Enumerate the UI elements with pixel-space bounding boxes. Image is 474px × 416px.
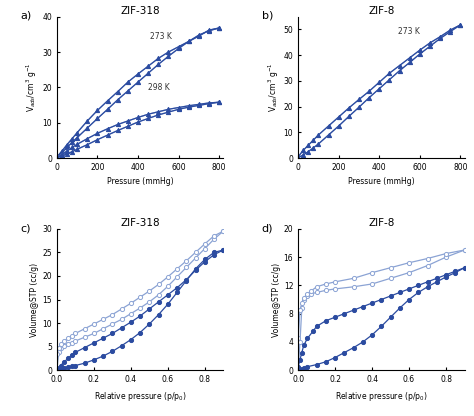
X-axis label: Pressure (mmHg): Pressure (mmHg) — [348, 178, 415, 186]
Text: d): d) — [262, 223, 273, 233]
X-axis label: Relative pressure (p/p$_0$): Relative pressure (p/p$_0$) — [335, 390, 428, 403]
Title: ZIF-318: ZIF-318 — [120, 218, 160, 228]
Title: ZIF-8: ZIF-8 — [368, 6, 394, 16]
Y-axis label: Volume@STP (cc/g): Volume@STP (cc/g) — [30, 262, 39, 337]
Y-axis label: V$_{ads}$/cm$^3$ g$^{-1}$: V$_{ads}$/cm$^3$ g$^{-1}$ — [266, 62, 281, 112]
Y-axis label: V$_{ads}$/cm$^3$ g$^{-1}$: V$_{ads}$/cm$^3$ g$^{-1}$ — [25, 62, 39, 112]
X-axis label: Relative pressure (p/p$_0$): Relative pressure (p/p$_0$) — [94, 390, 186, 403]
Text: 298 K: 298 K — [148, 83, 170, 92]
Title: ZIF-318: ZIF-318 — [120, 6, 160, 16]
Text: 273 K: 273 K — [398, 27, 420, 36]
Text: 273 K: 273 K — [150, 32, 172, 41]
Text: c): c) — [20, 223, 31, 233]
Title: ZIF-8: ZIF-8 — [368, 218, 394, 228]
X-axis label: Pressure (mmHg): Pressure (mmHg) — [107, 178, 173, 186]
Text: a): a) — [20, 11, 32, 21]
Y-axis label: Volume@STP (cc/g): Volume@STP (cc/g) — [272, 262, 281, 337]
Text: b): b) — [262, 11, 273, 21]
